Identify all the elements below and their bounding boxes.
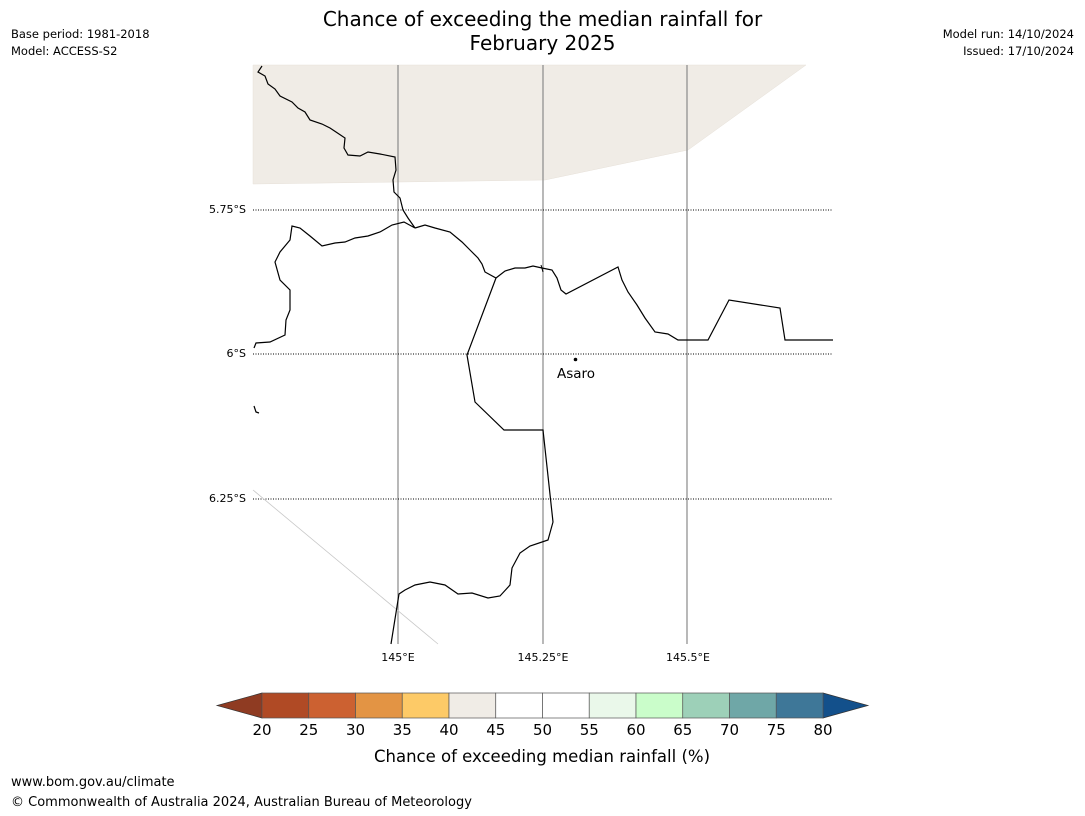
colorbar-tick-35: 35 bbox=[393, 721, 412, 739]
colorbar-box-35-40 bbox=[401, 692, 450, 719]
model-name: Model: ACCESS-S2 bbox=[11, 44, 118, 58]
colorbar-tick-80: 80 bbox=[813, 721, 832, 739]
colorbar-tick-40: 40 bbox=[439, 721, 458, 739]
colorbar-box-30-35 bbox=[355, 692, 403, 719]
lat-label-5-75s: 5.75°S bbox=[209, 203, 246, 216]
colorbar-tick-75: 75 bbox=[767, 721, 786, 739]
colorbar-box-45-50 bbox=[495, 692, 543, 719]
colorbar-box-55-60 bbox=[588, 692, 637, 719]
colorbar-label: Chance of exceeding median rainfall (%) bbox=[374, 747, 710, 766]
colorbar-tick-50: 50 bbox=[533, 721, 552, 739]
lat-label-6s: 6°S bbox=[227, 347, 246, 360]
meridian-tick-gap bbox=[540, 264, 544, 273]
model-run: Model run: 14/10/2024 bbox=[942, 27, 1074, 41]
colorbar-box-40-45 bbox=[448, 692, 497, 719]
colorbar-over-arrow bbox=[822, 692, 870, 719]
footer-copyright: © Commonwealth of Australia 2024, Austra… bbox=[11, 795, 472, 810]
colorbar-tick-65: 65 bbox=[673, 721, 692, 739]
asaro-marker bbox=[573, 357, 578, 362]
header-left: Base period: 1981-2018 Model: ACCESS-S2 bbox=[11, 26, 150, 60]
colorbar-box-20-25 bbox=[261, 692, 310, 719]
colorbar-tick-70: 70 bbox=[720, 721, 739, 739]
base-period: Base period: 1981-2018 bbox=[11, 27, 150, 41]
footer-url: www.bom.gov.au/climate bbox=[11, 775, 175, 790]
lat-label-6-25s: 6.25°S bbox=[209, 492, 246, 505]
colorbar-box-50-55 bbox=[542, 692, 590, 719]
title-line-2: February 2025 bbox=[469, 31, 616, 55]
issued-date: Issued: 17/10/2024 bbox=[963, 44, 1074, 58]
colorbar-box-60-65 bbox=[635, 692, 684, 719]
coastline-fragment bbox=[253, 405, 260, 414]
colorbar-box-65-70 bbox=[682, 692, 730, 719]
colorbar-tick-55: 55 bbox=[580, 721, 599, 739]
lon-label-145-25e: 145.25°E bbox=[518, 651, 569, 664]
colorbar-tick-60: 60 bbox=[626, 721, 645, 739]
colorbar-tick-45: 45 bbox=[486, 721, 505, 739]
colorbar-box-75-80 bbox=[775, 692, 824, 719]
title-line-1: Chance of exceeding the median rainfall … bbox=[322, 7, 763, 31]
faint-boundary-line bbox=[252, 489, 439, 645]
colorbar-tick-20: 20 bbox=[252, 721, 271, 739]
colorbar-box-70-75 bbox=[729, 692, 777, 719]
map-panel: Asaro 5.75°S 6°S 6.25°S 145°E 145.25°E 1… bbox=[209, 64, 833, 664]
asaro-label: Asaro bbox=[557, 366, 595, 382]
colorbar: 20 25 30 35 40 45 50 55 60 65 70 75 80 bbox=[215, 692, 870, 739]
colorbar-under-arrow bbox=[215, 692, 263, 719]
shaded-region-40-45 bbox=[252, 64, 807, 185]
province-boundary-main bbox=[253, 65, 833, 645]
colorbar-box-25-30 bbox=[308, 692, 356, 719]
page-title: Chance of exceeding the median rainfall … bbox=[0, 7, 1085, 55]
header-right: Model run: 14/10/2024 Issued: 17/10/2024 bbox=[943, 26, 1074, 60]
colorbar-tick-30: 30 bbox=[346, 721, 365, 739]
lon-label-145-5e: 145.5°E bbox=[666, 651, 710, 664]
lon-label-145e: 145°E bbox=[381, 651, 414, 664]
colorbar-tick-25: 25 bbox=[299, 721, 318, 739]
